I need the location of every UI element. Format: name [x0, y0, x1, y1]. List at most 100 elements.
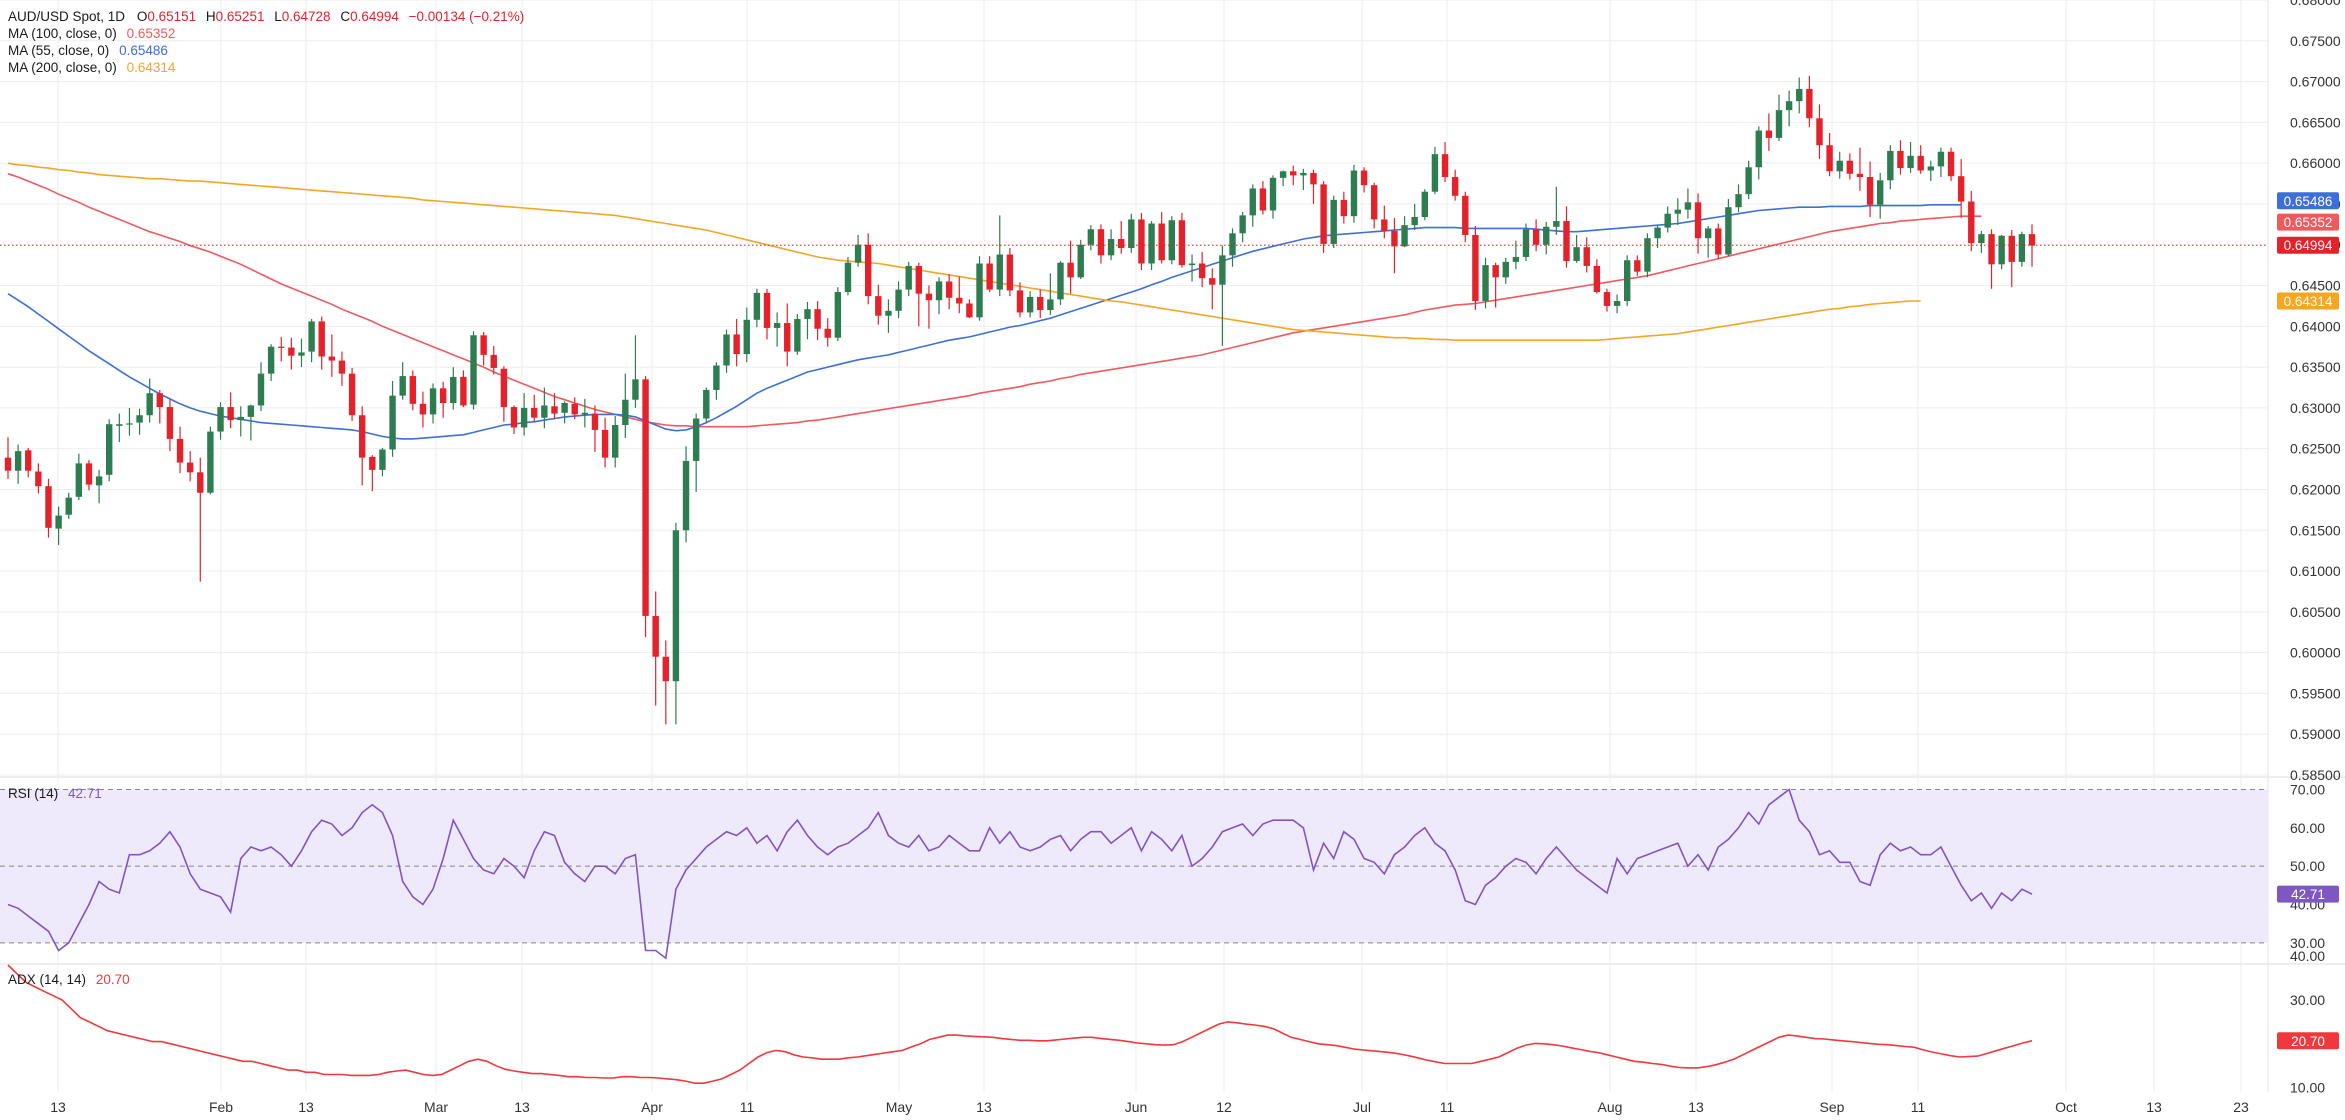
candle[interactable]	[75, 453, 83, 501]
candle[interactable]	[1573, 234, 1580, 263]
candle[interactable]	[1107, 229, 1115, 261]
candle[interactable]	[1472, 225, 1479, 310]
candle-body[interactable]	[176, 438, 184, 463]
candle-body[interactable]	[1796, 88, 1803, 102]
candle-body[interactable]	[1077, 244, 1084, 278]
candle[interactable]	[419, 391, 427, 428]
candle[interactable]	[1826, 132, 1833, 177]
candle-body[interactable]	[439, 388, 447, 403]
candle[interactable]	[652, 591, 659, 706]
candle[interactable]	[338, 351, 346, 386]
candle[interactable]	[1441, 141, 1449, 182]
candle-body[interactable]	[1431, 154, 1439, 192]
candle-body[interactable]	[966, 303, 973, 318]
candle-body[interactable]	[1715, 228, 1722, 255]
candle[interactable]	[1836, 151, 1843, 179]
candle-body[interactable]	[1340, 199, 1348, 217]
candle-body[interactable]	[85, 463, 93, 485]
candle-body[interactable]	[1543, 226, 1550, 245]
candle-body[interactable]	[1988, 234, 1995, 265]
candle[interactable]	[267, 344, 275, 381]
candle-body[interactable]	[743, 319, 750, 355]
candle[interactable]	[996, 215, 1003, 297]
candle-body[interactable]	[662, 656, 669, 682]
candle[interactable]	[814, 301, 821, 341]
candle-body[interactable]	[581, 412, 589, 415]
candle[interactable]	[1644, 233, 1651, 278]
candle-body[interactable]	[905, 265, 912, 290]
candle-body[interactable]	[1968, 201, 1975, 244]
candle[interactable]	[1887, 145, 1894, 190]
candle-body[interactable]	[1907, 155, 1914, 169]
candle[interactable]	[844, 256, 852, 296]
candle[interactable]	[1320, 181, 1327, 253]
candle[interactable]	[885, 299, 892, 333]
candle-body[interactable]	[1148, 223, 1155, 264]
candle[interactable]	[1957, 159, 1965, 218]
candle[interactable]	[986, 256, 993, 293]
candle[interactable]	[1077, 239, 1084, 279]
candle-body[interactable]	[1107, 239, 1115, 256]
candle-body[interactable]	[389, 395, 396, 450]
candle-body[interactable]	[197, 472, 204, 493]
candle[interactable]	[1391, 217, 1398, 274]
candle-body[interactable]	[1725, 207, 1732, 255]
candle[interactable]	[1674, 198, 1681, 226]
candle[interactable]	[682, 446, 690, 543]
candle[interactable]	[1118, 221, 1125, 254]
candle[interactable]	[1310, 169, 1317, 204]
candle-body[interactable]	[1087, 229, 1095, 245]
candle-body[interactable]	[75, 463, 83, 497]
candle[interactable]	[2018, 231, 2026, 267]
candle[interactable]	[723, 329, 730, 373]
candle[interactable]	[1128, 213, 1135, 253]
candle-body[interactable]	[1654, 227, 1661, 239]
candle[interactable]	[278, 336, 285, 362]
candle[interactable]	[703, 387, 710, 424]
candle-body[interactable]	[1816, 118, 1823, 146]
candle[interactable]	[1198, 252, 1206, 288]
candle-body[interactable]	[288, 347, 295, 356]
candle[interactable]	[1239, 212, 1246, 243]
candle[interactable]	[804, 301, 811, 340]
candle-body[interactable]	[875, 296, 882, 316]
candle[interactable]	[1290, 165, 1297, 186]
candle[interactable]	[632, 335, 639, 408]
candle[interactable]	[945, 274, 953, 310]
candle-body[interactable]	[1401, 225, 1408, 247]
candle[interactable]	[176, 426, 184, 474]
candle-body[interactable]	[1391, 230, 1398, 247]
candle-body[interactable]	[895, 289, 902, 311]
candle-body[interactable]	[692, 418, 700, 461]
candle-body[interactable]	[601, 429, 609, 458]
candle-body[interactable]	[1269, 177, 1277, 211]
candle[interactable]	[1846, 153, 1854, 180]
candle[interactable]	[1502, 257, 1509, 284]
candle[interactable]	[450, 367, 457, 410]
candle-body[interactable]	[733, 334, 740, 355]
candle[interactable]	[1684, 188, 1692, 219]
candle[interactable]	[480, 332, 487, 366]
candle-body[interactable]	[1118, 239, 1125, 248]
candle[interactable]	[1725, 199, 1732, 257]
candle[interactable]	[460, 370, 467, 408]
candle-body[interactable]	[106, 424, 113, 475]
candle-body[interactable]	[510, 407, 518, 428]
candle[interactable]	[794, 314, 801, 355]
candle-body[interactable]	[1249, 188, 1256, 216]
candle-body[interactable]	[429, 388, 437, 415]
candle[interactable]	[1401, 216, 1408, 248]
candle[interactable]	[642, 376, 649, 638]
candle-body[interactable]	[1553, 221, 1560, 227]
candle[interactable]	[1634, 255, 1641, 276]
candle[interactable]	[1026, 291, 1034, 318]
candle-body[interactable]	[1927, 166, 1934, 171]
candle[interactable]	[622, 373, 629, 439]
candle-body[interactable]	[1664, 213, 1671, 228]
candle[interactable]	[1694, 193, 1702, 254]
candle[interactable]	[1158, 212, 1165, 264]
candle-body[interactable]	[1765, 130, 1773, 138]
candle-body[interactable]	[1350, 170, 1358, 217]
candle-body[interactable]	[541, 405, 548, 418]
